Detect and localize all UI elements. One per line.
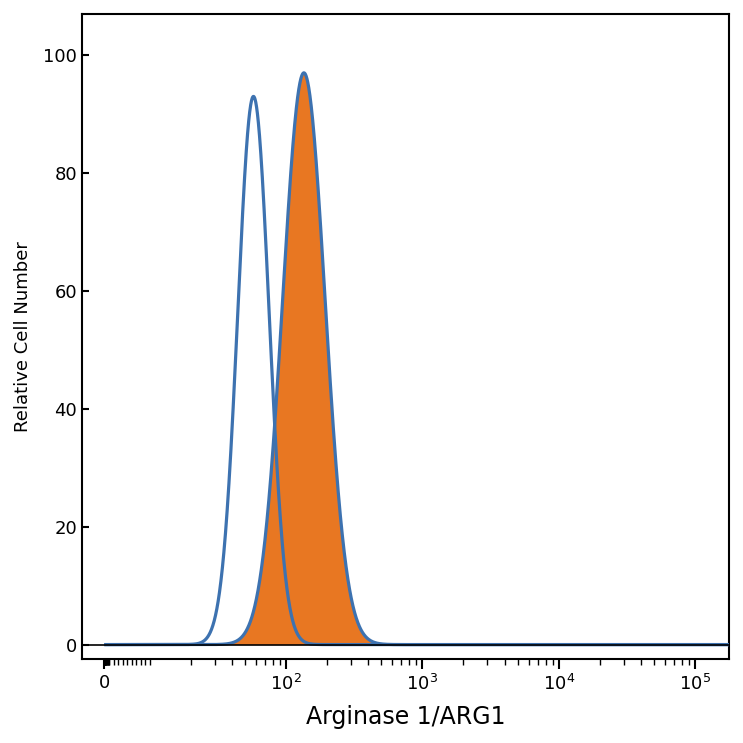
X-axis label: Arginase 1/ARG1: Arginase 1/ARG1 xyxy=(305,705,505,729)
Y-axis label: Relative Cell Number: Relative Cell Number xyxy=(14,241,32,432)
